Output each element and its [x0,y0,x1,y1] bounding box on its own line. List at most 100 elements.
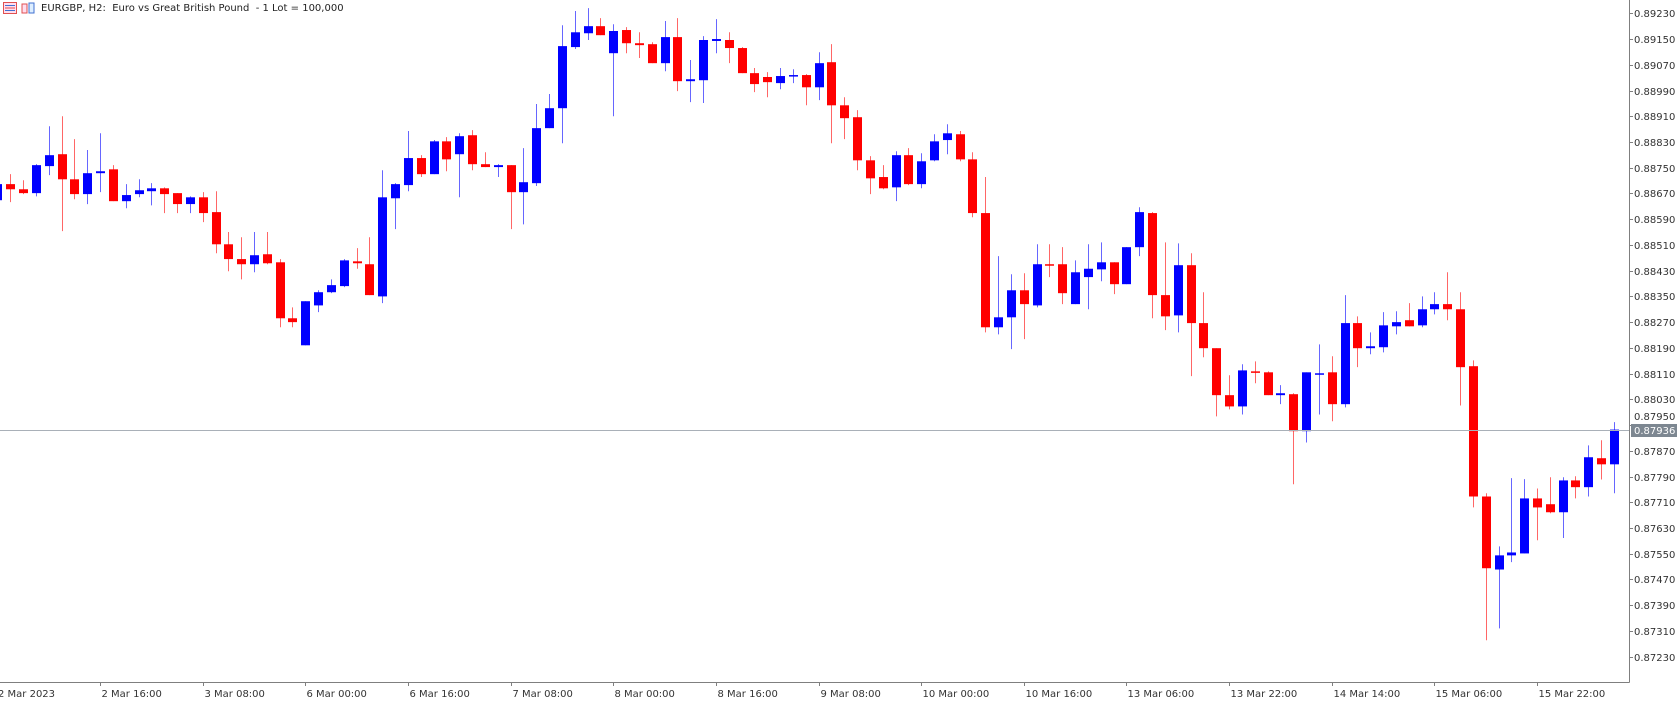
candle[interactable] [1495,546,1504,629]
candle[interactable] [1212,348,1221,417]
candle[interactable] [738,47,747,74]
candle[interactable] [1148,212,1157,319]
candle[interactable] [301,301,310,346]
candle[interactable] [1045,244,1054,278]
candle[interactable] [519,148,528,225]
candle[interactable] [699,36,708,104]
candle[interactable] [750,67,759,93]
candle[interactable] [1110,262,1119,295]
candle[interactable] [494,164,503,178]
chart-list-icon[interactable] [3,2,17,14]
candle[interactable] [904,148,913,186]
candle[interactable] [288,307,297,328]
candle[interactable] [866,156,875,195]
candle[interactable] [1187,253,1196,377]
candle[interactable] [622,27,631,54]
candle[interactable] [1405,303,1414,327]
candle[interactable] [661,21,670,72]
candle[interactable] [391,183,400,230]
candle[interactable] [968,152,977,218]
candle[interactable] [1584,445,1593,497]
candle[interactable] [686,59,695,103]
candle[interactable] [45,126,54,176]
candle[interactable] [276,259,285,328]
candle[interactable] [827,44,836,144]
candle[interactable] [545,94,554,129]
candle[interactable] [1559,477,1568,538]
candle[interactable] [725,32,734,64]
candle[interactable] [212,191,221,254]
candle[interactable] [1276,385,1285,405]
candle[interactable] [1302,372,1311,443]
candle[interactable] [430,140,439,175]
candle[interactable] [442,137,451,172]
candle[interactable] [83,150,92,205]
candle[interactable] [122,184,131,209]
candle[interactable] [1033,244,1042,308]
candle[interactable] [1418,296,1427,328]
candle[interactable] [378,170,387,304]
candle[interactable] [1328,356,1337,422]
candle[interactable] [1571,476,1580,499]
candle[interactable] [160,187,169,214]
candle[interactable] [558,25,567,144]
candle[interactable] [776,67,785,90]
candle[interactable] [1251,361,1260,384]
candle[interactable] [1238,364,1247,415]
candle[interactable] [1289,393,1298,485]
candle[interactable] [481,152,490,168]
candle[interactable] [1456,292,1465,406]
candle[interactable] [1058,247,1067,305]
candle[interactable] [135,179,144,198]
candle[interactable] [314,290,323,313]
candle[interactable] [1199,292,1208,358]
candle[interactable] [1597,440,1606,480]
candle[interactable] [853,110,862,171]
candle[interactable] [712,19,721,54]
candle[interactable] [109,165,118,202]
candle[interactable] [1366,332,1375,355]
candle[interactable] [1533,488,1542,541]
candle[interactable] [981,177,990,333]
candle[interactable] [1071,260,1080,305]
candle[interactable] [455,133,464,198]
candle[interactable] [353,248,362,269]
candle[interactable] [1122,247,1131,285]
candle[interactable] [250,232,259,273]
candle[interactable] [1443,272,1452,321]
candle[interactable] [892,151,901,202]
candle[interactable] [468,130,477,171]
candle[interactable] [1264,371,1273,396]
candle[interactable] [789,69,798,84]
candle[interactable] [199,192,208,223]
candle[interactable] [1225,375,1234,410]
candle[interactable] [1020,273,1029,340]
candle[interactable] [1430,292,1439,315]
candle[interactable] [224,232,233,272]
candle[interactable] [571,11,580,50]
candle[interactable] [635,32,644,59]
candle[interactable] [147,183,156,206]
candle[interactable] [0,180,2,203]
candle[interactable] [840,97,849,140]
candle[interactable] [1084,244,1093,310]
candle[interactable] [994,256,1003,335]
candle[interactable] [763,72,772,98]
candle[interactable] [879,165,888,190]
candle[interactable] [1469,360,1478,508]
candle[interactable] [32,164,41,197]
candle[interactable] [327,279,336,294]
candle[interactable] [1520,479,1529,554]
candle[interactable] [1097,242,1106,282]
candle[interactable] [1135,207,1144,257]
candle[interactable] [404,131,413,192]
candle[interactable] [609,24,618,117]
candle[interactable] [1341,295,1350,408]
candle[interactable] [1546,477,1555,514]
candle[interactable] [417,155,426,178]
candle[interactable] [263,232,272,265]
candle[interactable] [1482,493,1491,641]
candle[interactable] [943,124,952,155]
candle[interactable] [19,180,28,195]
